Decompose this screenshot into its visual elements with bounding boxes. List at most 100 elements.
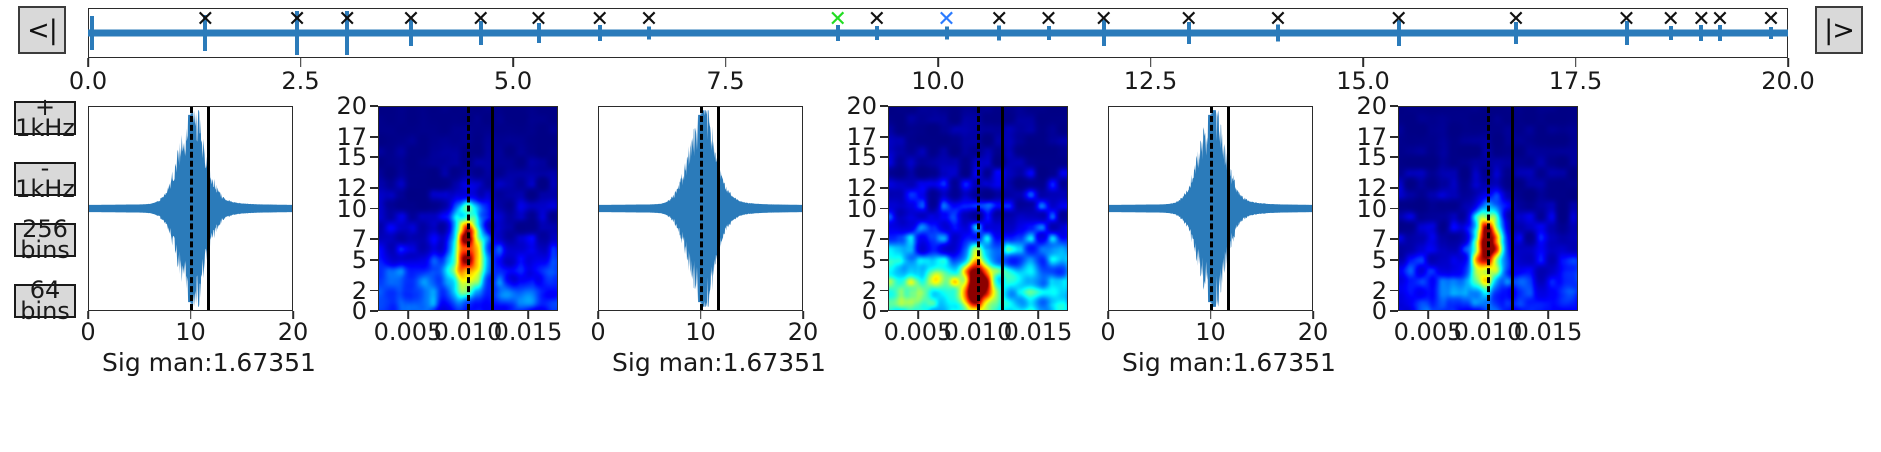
timeline-tick-label: 17.5 bbox=[1548, 67, 1603, 95]
spectrogram-plot[interactable] bbox=[888, 106, 1068, 311]
timeline-marker-x-icon[interactable]: ✕ bbox=[196, 7, 215, 32]
timeline-marker-x-icon[interactable]: ✕ bbox=[1179, 7, 1198, 32]
previous-page-button[interactable]: <| bbox=[18, 6, 66, 54]
spectrogram-x-tick bbox=[1487, 311, 1489, 319]
waveform-tick bbox=[87, 311, 89, 319]
spectrogram-y-tick-label: 12 bbox=[1356, 174, 1387, 202]
timeline-marker-x-icon[interactable]: ✕ bbox=[590, 7, 609, 32]
bins-64-line2: bins bbox=[20, 297, 70, 325]
spectrogram-y-tick bbox=[1390, 105, 1398, 107]
spectrogram-y-tick bbox=[370, 207, 378, 210]
waveform-marker-solid bbox=[1226, 107, 1230, 310]
timeline-marker-x-icon[interactable]: ✕ bbox=[1692, 7, 1711, 32]
timeline-marker-x-icon[interactable]: ✕ bbox=[338, 7, 357, 32]
spectrogram-plot[interactable] bbox=[378, 106, 558, 311]
spectrogram-x-tick bbox=[527, 311, 529, 319]
waveform-marker-solid bbox=[716, 107, 720, 310]
spectrogram-x-axis: 0.005 0.010 0.015 bbox=[374, 311, 562, 346]
spectrogram-x-tick-label: 0.015 bbox=[493, 318, 563, 346]
gain-increase-line2: 1kHz bbox=[15, 114, 75, 142]
timeline-marker-x-icon[interactable]: ✕ bbox=[937, 7, 956, 32]
timeline-marker-x-icon[interactable]: ✕ bbox=[828, 7, 847, 32]
timeline-spike bbox=[1186, 22, 1191, 44]
bins-256-label: 256 bins bbox=[20, 217, 70, 262]
spectrogram-y-tick-label: 12 bbox=[336, 174, 367, 202]
spectrogram-x-tick-label: 0.005 bbox=[1393, 318, 1463, 346]
waveform-plot[interactable] bbox=[598, 106, 803, 311]
waveform-tick-label: 0 bbox=[590, 318, 606, 346]
timeline-tick bbox=[1149, 58, 1152, 67]
timeline-marker-x-icon[interactable]: ✕ bbox=[1761, 7, 1781, 32]
timeline-marker-x-icon[interactable]: ✕ bbox=[1506, 7, 1526, 32]
spectrogram-y-tick bbox=[370, 289, 378, 292]
waveform-plot[interactable] bbox=[88, 106, 293, 311]
waveform-x-axis: 0 10 20 bbox=[80, 311, 308, 346]
spectrogram-y-tick-label: 2 bbox=[861, 276, 877, 305]
timeline-marker-x-icon[interactable]: ✕ bbox=[1039, 7, 1058, 32]
detection-panel: 0 10 20 Sig man:1.67351 20 17 15 12 10 7 5 2 0 0.005 0… bbox=[80, 92, 748, 398]
timeline-marker-x-icon[interactable]: ✕ bbox=[1617, 7, 1636, 32]
timeline-marker-x-icon[interactable]: ✕ bbox=[529, 7, 548, 32]
spectrogram-x-tick bbox=[1037, 311, 1039, 319]
waveform-tick-label: 0 bbox=[80, 318, 96, 346]
timeline-spike bbox=[944, 26, 949, 40]
timeline-marker-x-icon[interactable]: ✕ bbox=[471, 7, 490, 32]
spectrogram-y-tick-label: 10 bbox=[846, 194, 877, 223]
waveform-tick bbox=[189, 311, 192, 319]
timeline-tick-label: 0.0 bbox=[68, 67, 108, 95]
waveform-x-axis: 0 10 20 bbox=[1100, 311, 1328, 346]
gain-decrease-line2: 1kHz bbox=[15, 175, 75, 203]
spectrogram-y-tick-label: 17 bbox=[336, 122, 367, 151]
spectrogram-y-tick bbox=[1390, 187, 1398, 189]
spectrogram-x-tick-label: 0.005 bbox=[883, 318, 953, 346]
waveform-tick-label: 0 bbox=[1100, 318, 1116, 346]
spectrogram-y-tick-label: 7 bbox=[351, 225, 367, 254]
waveform-plot[interactable] bbox=[1108, 106, 1313, 311]
gain-increase-button[interactable]: + 1kHz bbox=[14, 95, 76, 140]
gain-decrease-button[interactable]: - 1kHz bbox=[14, 156, 76, 201]
spectrogram-x-tick bbox=[977, 311, 979, 319]
timeline-tick bbox=[724, 58, 727, 67]
spectrogram-y-axis: 20 17 15 12 10 7 5 2 0 bbox=[336, 92, 378, 325]
timeline-tick bbox=[87, 58, 89, 67]
spectrogram-x-tick-label: 0.005 bbox=[373, 318, 443, 346]
spectrogram-y-tick bbox=[1390, 135, 1398, 138]
previous-page-label: <| bbox=[27, 14, 58, 46]
timeline-tick-label: 5.0 bbox=[493, 67, 533, 95]
bins-256-button[interactable]: 256 bins bbox=[14, 217, 76, 262]
timeline-marker-x-icon[interactable]: ✕ bbox=[287, 7, 307, 32]
timeline-marker-x-icon[interactable]: ✕ bbox=[1661, 7, 1680, 32]
timeline-marker-x-icon[interactable]: ✕ bbox=[401, 7, 421, 32]
waveform-tick bbox=[292, 311, 294, 319]
timeline-overview[interactable]: ✕ ✕ ✕ ✕ ✕ ✕ ✕ ✕ ✕ ✕ ✕ ✕ ✕ ✕ ✕ ✕ ✕ ✕ ✕ ✕ ✕ ✕ ✕ bbox=[88, 8, 1788, 58]
spectrogram-y-tick bbox=[1390, 310, 1398, 312]
waveform-tick-label: 10 bbox=[175, 318, 206, 346]
gain-decrease-line1: - bbox=[40, 154, 50, 182]
timeline-marker-x-icon[interactable]: ✕ bbox=[867, 7, 887, 32]
timeline-marker-x-icon[interactable]: ✕ bbox=[1094, 7, 1113, 32]
spectrogram-y-axis: 20 17 15 12 10 7 5 2 0 bbox=[846, 92, 888, 325]
spectrogram-y-tick-label: 20 bbox=[1356, 92, 1387, 120]
timeline-spike bbox=[536, 23, 541, 43]
spectrogram-y-tick-label: 17 bbox=[1356, 122, 1387, 151]
timeline-marker-x-icon[interactable]: ✕ bbox=[639, 7, 659, 32]
spectrogram-y-tick-label: 5 bbox=[351, 245, 367, 274]
spectrogram-y-tick-label: 10 bbox=[1356, 194, 1387, 223]
spectrogram-x-tick bbox=[1547, 311, 1549, 319]
bins-64-button[interactable]: 64 bins bbox=[14, 278, 76, 323]
spectrogram-x-tick bbox=[1427, 311, 1429, 319]
bins-256-line1: 256 bbox=[22, 215, 68, 243]
spectrogram-marker-solid bbox=[1510, 107, 1514, 310]
timeline-spike bbox=[90, 16, 95, 50]
timeline-spike bbox=[1514, 22, 1518, 44]
spectrogram-marker-solid bbox=[490, 107, 494, 310]
waveform-tick bbox=[597, 311, 599, 319]
timeline-marker-x-icon[interactable]: ✕ bbox=[989, 7, 1009, 32]
next-page-button[interactable]: |> bbox=[1815, 6, 1863, 54]
timeline-marker-x-icon[interactable]: ✕ bbox=[1268, 7, 1288, 32]
next-page-label: |> bbox=[1824, 14, 1855, 46]
timeline-marker-x-icon[interactable]: ✕ bbox=[1710, 7, 1730, 32]
bins-64-line1: 64 bbox=[29, 276, 61, 304]
spectrogram-plot[interactable] bbox=[1398, 106, 1578, 311]
timeline-marker-x-icon[interactable]: ✕ bbox=[1389, 7, 1408, 32]
